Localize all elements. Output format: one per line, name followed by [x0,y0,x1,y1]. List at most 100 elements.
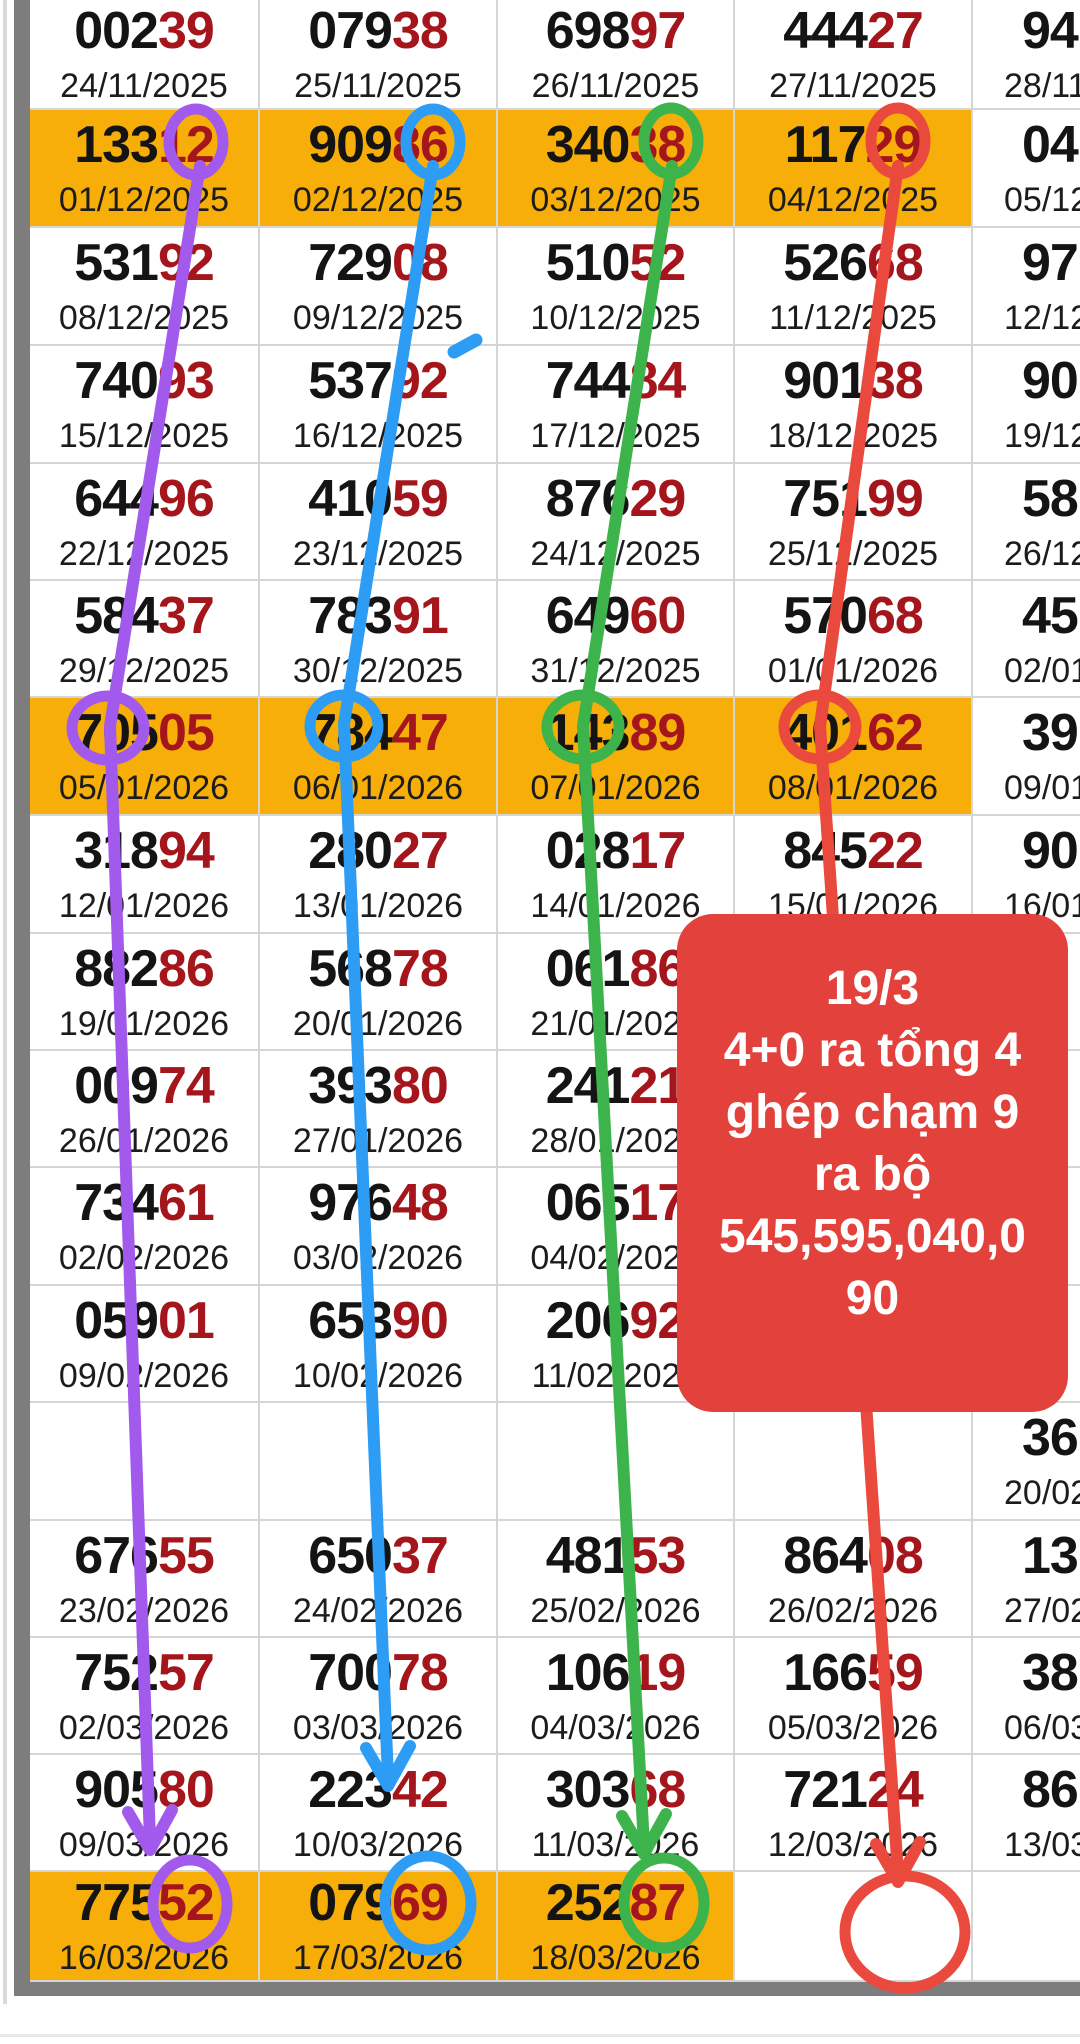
result-number: 64960 [545,586,687,645]
result-number: 67655 [74,1526,215,1585]
result-cell: 69897 26/11/2025 [498,0,735,110]
result-date: 08/12/2025 [58,299,230,337]
result-date: 24/02/2026 [292,1591,464,1630]
result-cell: 97 12/12 [973,228,1080,346]
result-cell: 22342 10/03/2026 [260,1755,498,1872]
result-date: 28/11 [1004,67,1080,105]
result-cell: 25287 18/03/2026 [498,1872,735,1982]
result-number: 11729 [784,116,923,174]
result-date: 25/12/2025 [767,534,939,573]
result-date: 30/12/2025 [292,651,464,690]
result-number: 39 [1022,704,1079,762]
result-cell: 51052 10/12/2025 [498,228,735,346]
result-cell: 13312 01/12/2025 [30,110,260,228]
result-cell: 41059 23/12/2025 [260,464,498,581]
result-number: 72908 [308,234,449,292]
result-cell: 65390 10/02/2026 [260,1286,498,1403]
callout-line: ra bộ [813,1148,932,1201]
result-cell: 39380 27/01/2026 [260,1051,498,1168]
result-cell: 00239 24/11/2025 [30,0,260,110]
result-date: 22/12/2025 [58,534,230,573]
result-date: 27/11/2025 [769,67,937,105]
result-number: 65390 [308,1291,449,1350]
result-number: 69897 [545,2,687,60]
result-cell: 30368 11/03/2026 [498,1755,735,1872]
result-number: 90580 [74,1760,215,1819]
result-number: 28027 [308,822,449,880]
result-date: 06/01/2026 [292,769,464,807]
result-date: 11/03/2026 [531,1825,700,1864]
result-cell: 53792 16/12/2025 [260,346,498,464]
result-date: 25/02/2026 [530,1591,701,1630]
result-number: 77552 [74,1874,215,1932]
result-cell: 88286 19/01/2026 [30,934,260,1051]
result-number: 41059 [308,469,449,528]
result-cell: 70078 03/03/2026 [260,1638,498,1755]
result-date: 15/12/2025 [58,417,230,455]
result-number: 51052 [545,234,687,292]
result-cell: 58 26/12 [973,464,1080,581]
result-cell: 14389 07/01/2026 [498,698,735,816]
result-date: 10/02/2026 [292,1356,464,1395]
table-bottom-border [14,1982,1080,1996]
result-number: 00239 [74,2,215,60]
result-cell: 52668 11/12/2025 [735,228,973,346]
result-number: 07969 [308,1874,449,1932]
result-cell: 58437 29/12/2025 [30,581,260,698]
result-cell: 10619 04/03/2026 [498,1638,735,1755]
result-cell [30,1403,260,1521]
result-cell: 90138 18/12/2025 [735,346,973,464]
result-date: 03/03/2026 [292,1708,464,1747]
result-date: 06/03 [1004,1708,1080,1747]
result-date: 26/11/2025 [531,67,700,105]
result-date: 03/12/2025 [530,181,701,219]
result-number: 70078 [308,1643,449,1702]
callout-line: ghép chạm 9 [725,1086,1020,1139]
result-date: 01/12/2025 [58,181,230,219]
prediction-callout: 19/3 4+0 ra tổng 4 ghép chạm 9 ra bộ 545,595… [677,914,1068,1412]
result-cell: 44427 27/11/2025 [735,0,973,110]
result-cell: 48153 25/02/2026 [498,1521,735,1638]
result-date: 26/02/2026 [767,1591,939,1630]
result-number: 10619 [545,1643,687,1702]
result-date: 17/12/2025 [530,417,701,455]
result-date: 04/03/2026 [530,1708,701,1747]
result-date: 09/03/2026 [58,1825,230,1864]
result-cell: 87629 24/12/2025 [498,464,735,581]
result-number: 88286 [74,939,215,998]
result-number: 78447 [308,704,449,762]
result-date: 02/01 [1004,651,1080,690]
result-date: 27/01/2026 [292,1121,464,1160]
result-number: 94 [1022,2,1079,60]
result-cell: 28027 13/01/2026 [260,816,498,934]
result-cell: 75257 02/03/2026 [30,1638,260,1755]
result-cell: 64496 22/12/2025 [30,464,260,581]
result-cell: 31894 12/01/2026 [30,816,260,934]
result-cell [973,1872,1080,1982]
result-date: 02/03/2026 [58,1708,230,1747]
result-number: 13312 [74,116,215,174]
result-date: 26/12 [1004,534,1080,573]
result-date: 05/01/2026 [58,769,230,807]
result-number: 75199 [783,469,924,528]
result-number: 90 [1022,822,1079,880]
result-cell: 13 27/02 [973,1521,1080,1638]
result-date: 02/02/2026 [58,1239,230,1277]
result-number: 87629 [545,469,687,528]
result-number: 16659 [783,1643,924,1702]
result-date: 14/01/2026 [530,887,701,925]
result-cell: 45 02/01 [973,581,1080,698]
result-date: 19/01/2026 [58,1004,230,1043]
result-cell: 72124 12/03/2026 [735,1755,973,1872]
result-date: 28/01/2026 [530,1121,701,1160]
result-date: 10/03/2026 [292,1825,464,1864]
result-cell: 64960 31/12/2025 [498,581,735,698]
result-date: 05/03/2026 [767,1708,939,1747]
callout-line: 90 [845,1272,900,1325]
left-rail-bar [14,0,30,1996]
result-date: 27/02 [1004,1591,1080,1630]
result-cell: 40162 08/01/2026 [735,698,973,816]
result-cell: 16659 05/03/2026 [735,1638,973,1755]
result-date: 13/03 [1004,1825,1080,1864]
left-border-line [3,0,7,2004]
